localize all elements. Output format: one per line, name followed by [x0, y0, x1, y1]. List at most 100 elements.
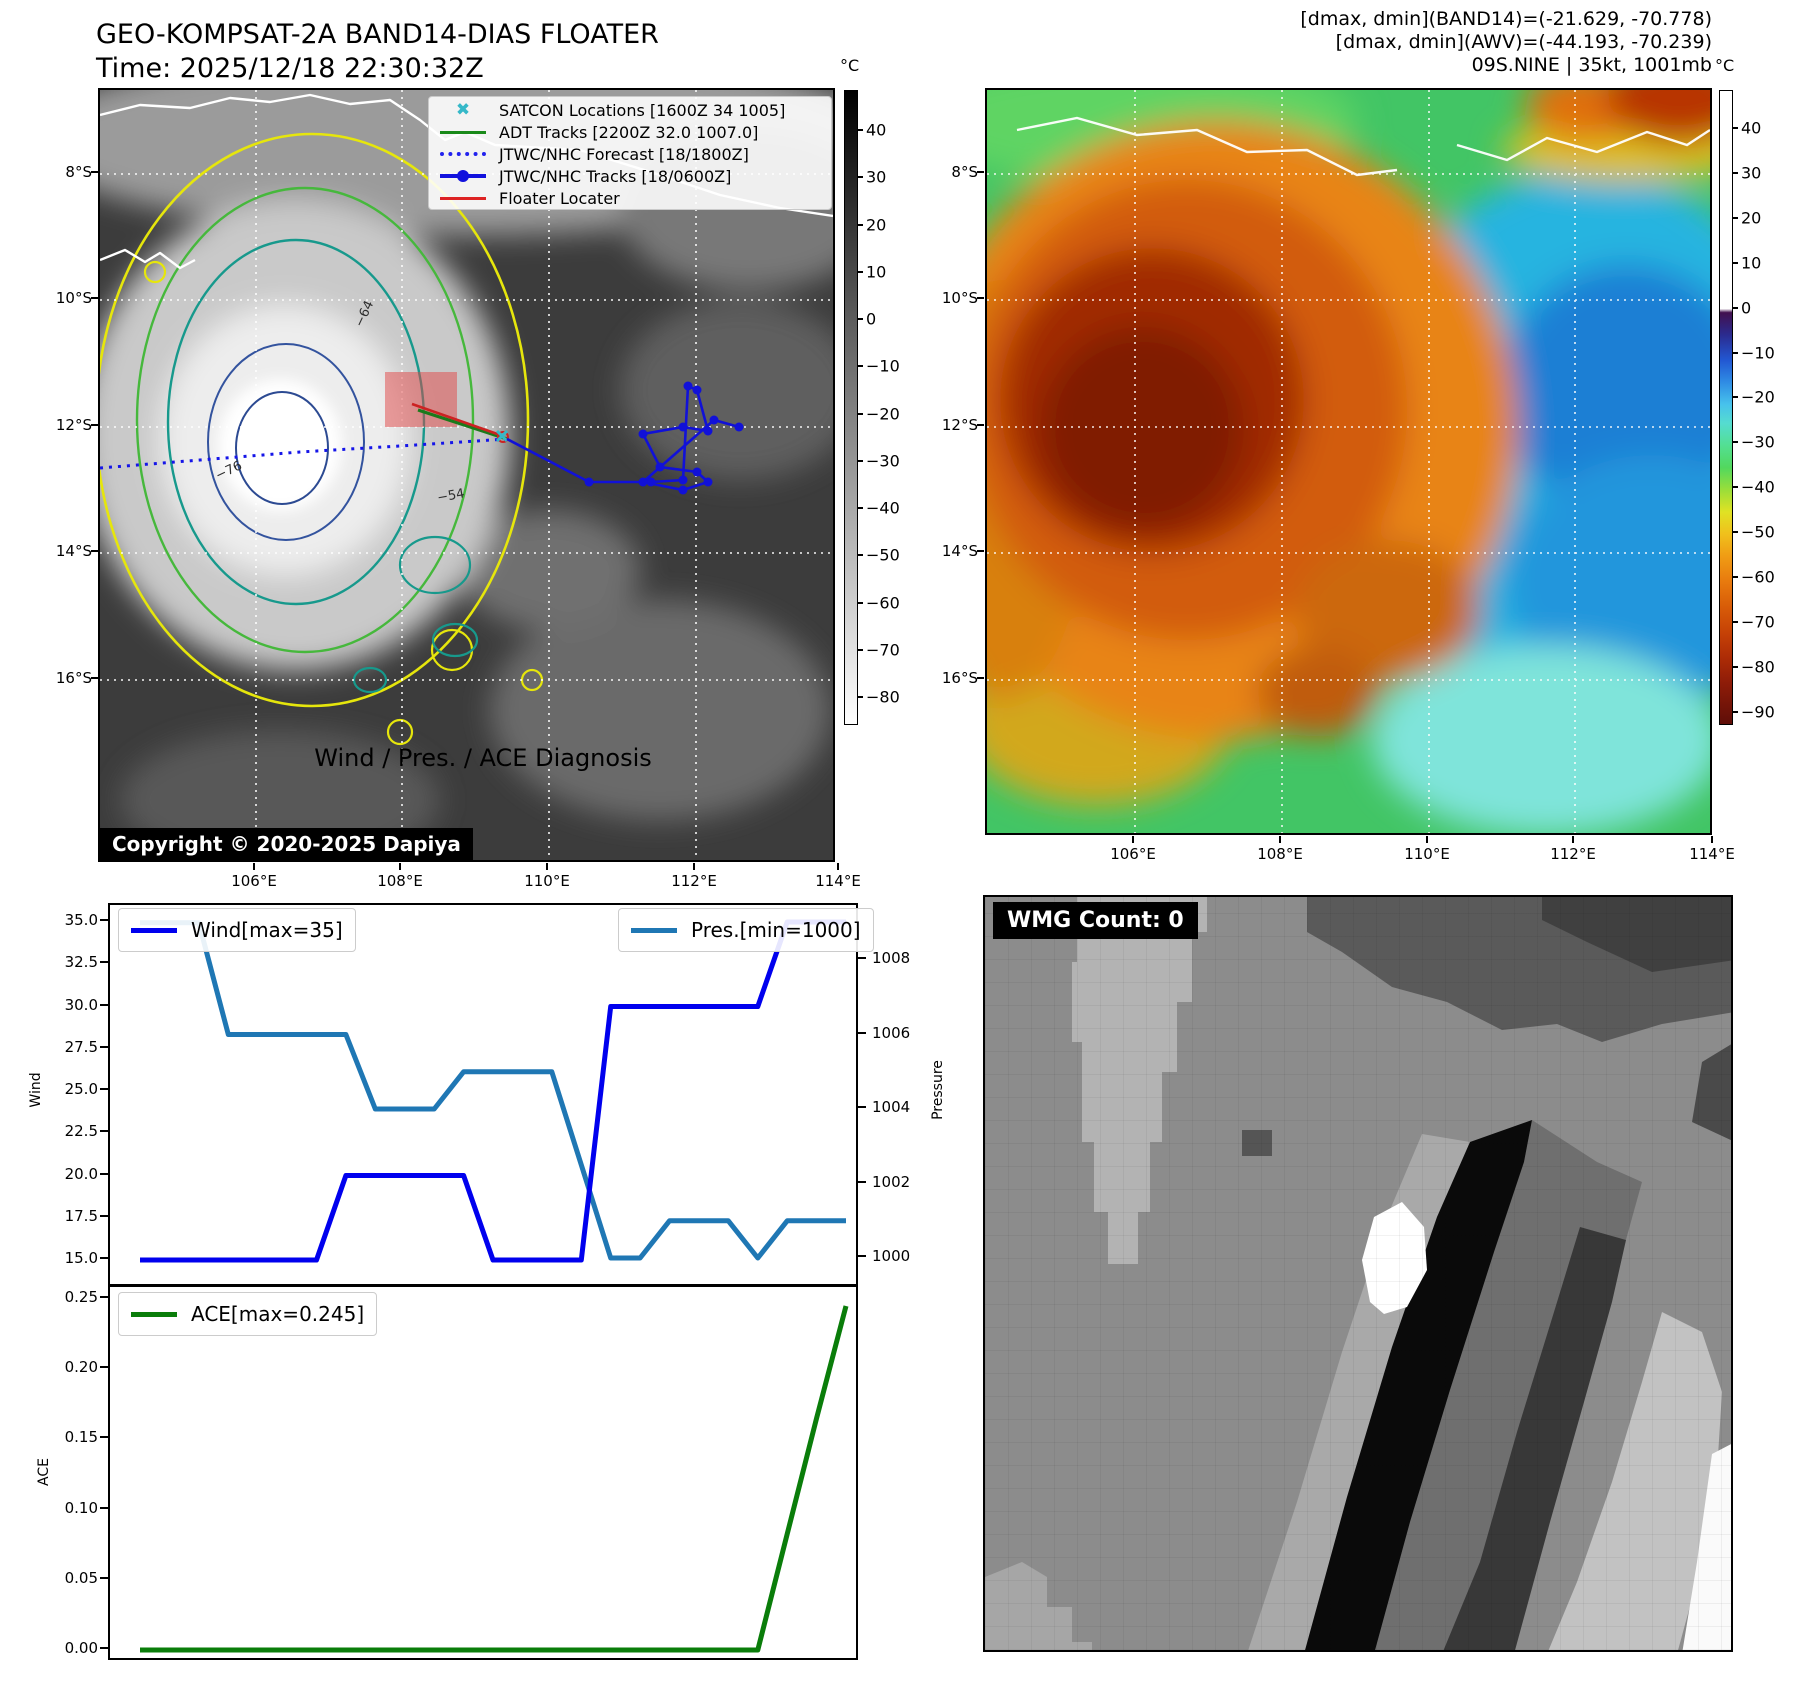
pres-legend: Pres.[min=1000] [618, 908, 874, 952]
tick-mark [977, 424, 984, 426]
tick-label: 0 [866, 309, 877, 329]
tick-mark [1733, 261, 1738, 264]
tick-label: −10 [866, 356, 900, 376]
legend-item-adt: ADT Tracks [2200Z 32.0 1007.0] [429, 121, 831, 143]
tick-mark [100, 919, 108, 921]
tick-mark [100, 1088, 108, 1090]
tick-label: −20 [1741, 387, 1775, 407]
legend-item-forecast: JTWC/NHC Forecast [18/1800Z] [429, 143, 831, 165]
wmg-panel [983, 895, 1733, 1652]
tick-mark [1733, 351, 1738, 354]
tick-label: 108°E [1257, 845, 1303, 863]
floater-point [497, 431, 509, 443]
wind-pres-chart [108, 903, 858, 1285]
tick-mark [91, 424, 98, 426]
tick-label: 10 [866, 262, 887, 282]
tick-label: 0 [1741, 298, 1752, 318]
tick-mark [977, 677, 984, 679]
tick-mark [100, 1172, 108, 1175]
tick-mark [858, 223, 863, 226]
legend-item-satcon: ✖ SATCON Locations [1600Z 34 1005] [429, 99, 831, 121]
satcon-x-icon: ✖ [455, 100, 471, 120]
legend-label: JTWC/NHC Forecast [18/1800Z] [499, 144, 749, 164]
copyright-banner: Copyright © 2020-2025 Dapiya [100, 828, 473, 860]
pres-line-sample-icon [631, 927, 677, 933]
jtwc-forecast-line [100, 437, 508, 470]
tick-label: 106°E [1110, 845, 1156, 863]
tick-label: 32.5 [64, 953, 98, 972]
tick-mark [1711, 836, 1713, 843]
tick-mark [1733, 441, 1738, 444]
tick-label: −60 [1741, 567, 1775, 587]
ace-legend-label: ACE[max=0.245] [191, 1302, 365, 1326]
legend-label: Floater Locater [499, 188, 620, 208]
ace-chart [108, 1285, 858, 1660]
wind-pres-plot [140, 919, 846, 1263]
tick-label: −90 [1741, 702, 1775, 722]
tick-label: 1000 [872, 1247, 911, 1265]
band14-map-panel: −64 −76 −54 ✖ SATCON Locations [1600Z 34… [98, 88, 835, 862]
tracks-line-dot-icon [437, 170, 489, 182]
tick-mark [858, 412, 863, 415]
awv-map-image [987, 90, 1710, 833]
tick-label: 20 [866, 215, 887, 234]
jtwc-track-cluster [506, 381, 744, 495]
map-legend: ✖ SATCON Locations [1600Z 34 1005] ADT T… [428, 96, 832, 210]
svg-text:−54: −54 [436, 486, 466, 506]
tick-mark [858, 648, 863, 651]
storm-id-intensity: 09S.NINE | 35kt, 1001mb [1471, 54, 1712, 76]
legend-label: ADT Tracks [2200Z 32.0 1007.0] [499, 122, 759, 142]
wmg-count-badge: WMG Count: 0 [993, 902, 1198, 939]
tick-label: 30.0 [64, 995, 98, 1014]
tick-label: 0.15 [64, 1428, 98, 1447]
tick-mark [1733, 710, 1738, 713]
tick-mark [253, 863, 255, 870]
tick-mark [1279, 836, 1281, 843]
page-title-block: GEO-KOMPSAT-2A BAND14-DIAS FLOATER Time:… [96, 18, 659, 86]
tick-label: 40 [1741, 118, 1762, 138]
dmax-dmin-awv: [dmax, dmin](AWV)=(-44.193, -70.239) [1335, 31, 1712, 53]
tick-mark [546, 863, 548, 870]
tick-label: 108°E [377, 872, 423, 890]
tick-mark [858, 1180, 866, 1183]
tick-label: 8°S [65, 163, 92, 181]
tick-label: −50 [1741, 522, 1775, 542]
timestamp: Time: 2025/12/18 22:30:32Z [96, 53, 484, 84]
tick-label: 1006 [872, 1023, 911, 1042]
tick-label: 114°E [815, 872, 861, 890]
floater-line-icon [437, 196, 489, 200]
tick-mark [858, 601, 863, 604]
tick-mark [100, 1506, 108, 1509]
tick-mark [1733, 620, 1738, 623]
wmg-mosaic-image [985, 897, 1731, 1650]
tick-label: 16°S [55, 669, 92, 687]
dmax-dmin-band14: [dmax, dmin](BAND14)=(-21.629, -70.778) [1300, 8, 1712, 30]
wind-series-line [140, 919, 846, 1263]
tick-label: 106°E [231, 872, 277, 890]
tick-label: 8°S [951, 163, 978, 181]
tick-mark [1132, 836, 1134, 843]
tick-label: 12°S [941, 416, 978, 434]
wind-legend-label: Wind[max=35] [191, 918, 343, 942]
tick-mark [100, 1045, 108, 1048]
adt-track-line [417, 408, 508, 441]
tick-mark [1733, 306, 1738, 309]
coastline [1016, 116, 1710, 177]
band14-colorbar [844, 90, 858, 725]
tick-mark [858, 696, 863, 698]
tick-label: 112°E [1550, 845, 1596, 863]
adt-line-icon [437, 130, 489, 134]
tick-mark [858, 318, 863, 320]
tick-label: 25.0 [64, 1080, 98, 1098]
stats-block: [dmax, dmin](BAND14)=(-21.629, -70.778) … [1300, 8, 1712, 77]
pressure-axis-label: Pressure [930, 1060, 946, 1120]
tick-label: 0.20 [64, 1358, 98, 1377]
tick-label: 110°E [1404, 845, 1450, 863]
tick-label: 30 [866, 167, 887, 187]
tick-label: 0.10 [64, 1498, 98, 1517]
tick-mark [100, 1436, 108, 1439]
tick-mark [1733, 171, 1738, 174]
tick-label: −80 [866, 687, 900, 707]
tick-label: −40 [1741, 477, 1775, 497]
tick-label: −60 [866, 593, 900, 612]
